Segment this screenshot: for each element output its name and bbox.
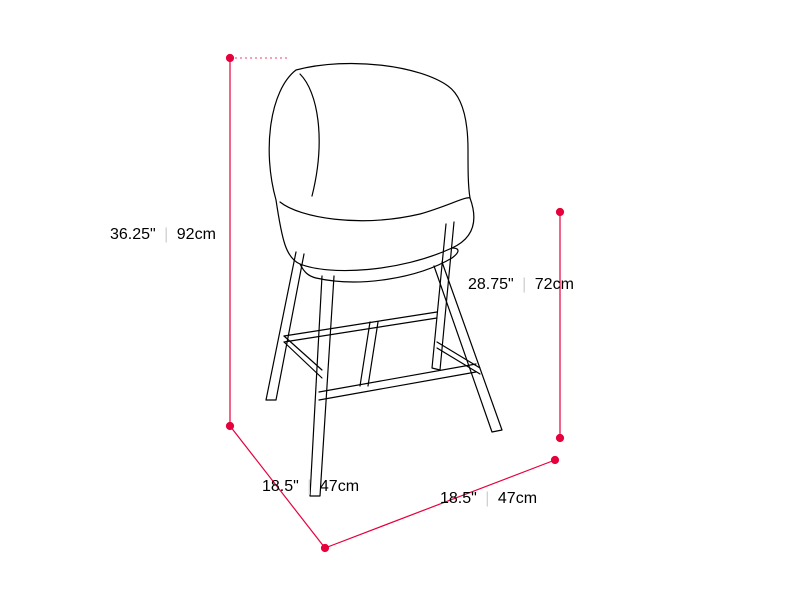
width-imperial: 18.5" bbox=[440, 490, 477, 507]
dimension-diagram bbox=[0, 0, 800, 600]
dimension-lines bbox=[227, 55, 564, 552]
seat-height-imperial: 28.75" bbox=[468, 276, 514, 293]
seat-height-metric: 72cm bbox=[535, 276, 574, 293]
label-separator: | bbox=[485, 490, 489, 507]
label-separator: | bbox=[164, 226, 168, 243]
label-depth: 18.5" | 47cm bbox=[262, 478, 359, 496]
total-height-metric: 92cm bbox=[177, 226, 216, 243]
label-width: 18.5" | 47cm bbox=[440, 490, 537, 508]
label-separator: | bbox=[522, 276, 526, 293]
dim-marker bbox=[557, 435, 564, 442]
dim-marker bbox=[552, 457, 559, 464]
width-metric: 47cm bbox=[498, 490, 537, 507]
total-height-imperial: 36.25" bbox=[110, 226, 156, 243]
label-total-height: 36.25" | 92cm bbox=[110, 226, 216, 244]
depth-metric: 47cm bbox=[320, 478, 359, 495]
dim-marker bbox=[557, 209, 564, 216]
depth-imperial: 18.5" bbox=[262, 478, 299, 495]
label-separator: | bbox=[307, 478, 311, 495]
stool-outline bbox=[266, 63, 502, 496]
label-seat-height: 28.75" | 72cm bbox=[468, 276, 574, 294]
